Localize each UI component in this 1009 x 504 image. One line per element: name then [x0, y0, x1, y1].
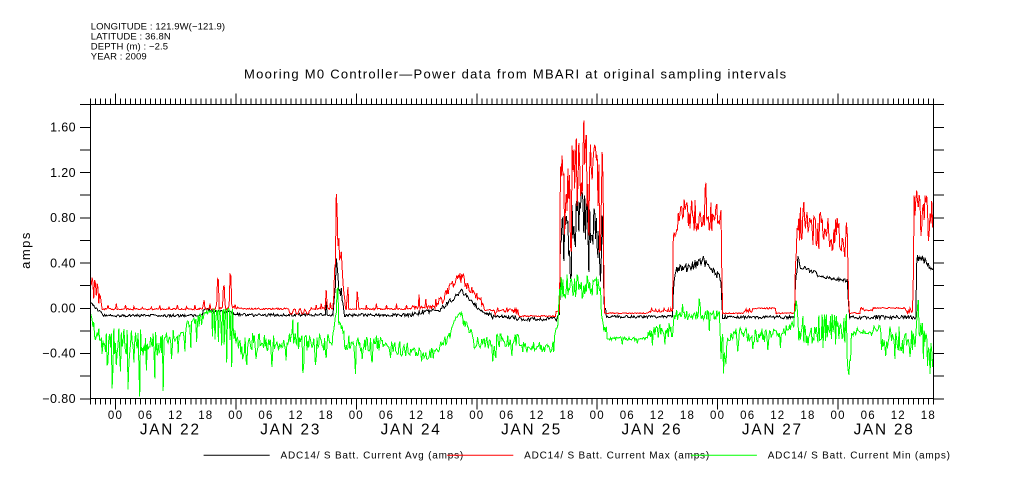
svg-text:JAN 27: JAN 27	[742, 422, 803, 439]
svg-text:00: 00	[830, 410, 845, 422]
svg-text:06: 06	[620, 410, 635, 422]
svg-text:LATITUDE : 36.8N: LATITUDE : 36.8N	[91, 32, 171, 43]
svg-text:00: 00	[349, 410, 364, 422]
svg-text:ADC14/ S Batt. Current Avg (am: ADC14/ S Batt. Current Avg (amps)	[281, 451, 465, 462]
svg-text:JAN 22: JAN 22	[140, 422, 201, 439]
svg-text:YEAR : 2009: YEAR : 2009	[91, 51, 147, 62]
svg-text:ADC14/ S Batt. Current Max (am: ADC14/ S Batt. Current Max (amps)	[524, 451, 710, 462]
svg-text:0.40: 0.40	[50, 256, 76, 270]
svg-text:18: 18	[319, 410, 334, 422]
svg-text:00: 00	[108, 410, 123, 422]
svg-text:1.60: 1.60	[50, 121, 76, 135]
svg-text:JAN 23: JAN 23	[260, 422, 321, 439]
svg-text:18: 18	[198, 410, 213, 422]
svg-text:18: 18	[921, 410, 936, 422]
svg-text:00: 00	[469, 410, 484, 422]
svg-text:LONGITUDE : 121.9W(−121.9): LONGITUDE : 121.9W(−121.9)	[91, 22, 225, 33]
svg-text:DEPTH (m) : −2.5: DEPTH (m) : −2.5	[91, 42, 168, 53]
svg-text:JAN 24: JAN 24	[381, 422, 442, 439]
svg-text:06: 06	[499, 410, 514, 422]
svg-text:00: 00	[710, 410, 725, 422]
svg-text:18: 18	[800, 410, 815, 422]
svg-text:12: 12	[891, 410, 906, 422]
svg-text:00: 00	[228, 410, 243, 422]
svg-text:JAN 26: JAN 26	[622, 422, 683, 439]
svg-text:06: 06	[138, 410, 153, 422]
svg-text:−0.80: −0.80	[42, 392, 76, 406]
svg-text:1.20: 1.20	[50, 166, 76, 180]
svg-text:0.00: 0.00	[50, 302, 76, 316]
svg-text:06: 06	[379, 410, 394, 422]
svg-text:ADC14/ S Batt. Current Min (am: ADC14/ S Batt. Current Min (amps)	[768, 451, 951, 462]
svg-text:06: 06	[861, 410, 876, 422]
svg-text:−0.40: −0.40	[42, 347, 76, 361]
svg-text:12: 12	[409, 410, 424, 422]
svg-text:JAN 28: JAN 28	[854, 422, 915, 439]
svg-text:18: 18	[680, 410, 695, 422]
svg-text:18: 18	[439, 410, 454, 422]
svg-text:JAN 25: JAN 25	[501, 422, 562, 439]
svg-text:12: 12	[650, 410, 665, 422]
svg-text:12: 12	[770, 410, 785, 422]
svg-text:12: 12	[529, 410, 544, 422]
svg-text:06: 06	[740, 410, 755, 422]
svg-text:12: 12	[168, 410, 183, 422]
svg-text:00: 00	[590, 410, 605, 422]
svg-text:06: 06	[258, 410, 273, 422]
svg-text:amps: amps	[18, 231, 33, 269]
svg-text:Mooring M0 Controller—Power da: Mooring M0 Controller—Power data from MB…	[244, 67, 787, 82]
svg-text:0.80: 0.80	[50, 211, 76, 225]
svg-text:12: 12	[288, 410, 303, 422]
svg-text:18: 18	[559, 410, 574, 422]
